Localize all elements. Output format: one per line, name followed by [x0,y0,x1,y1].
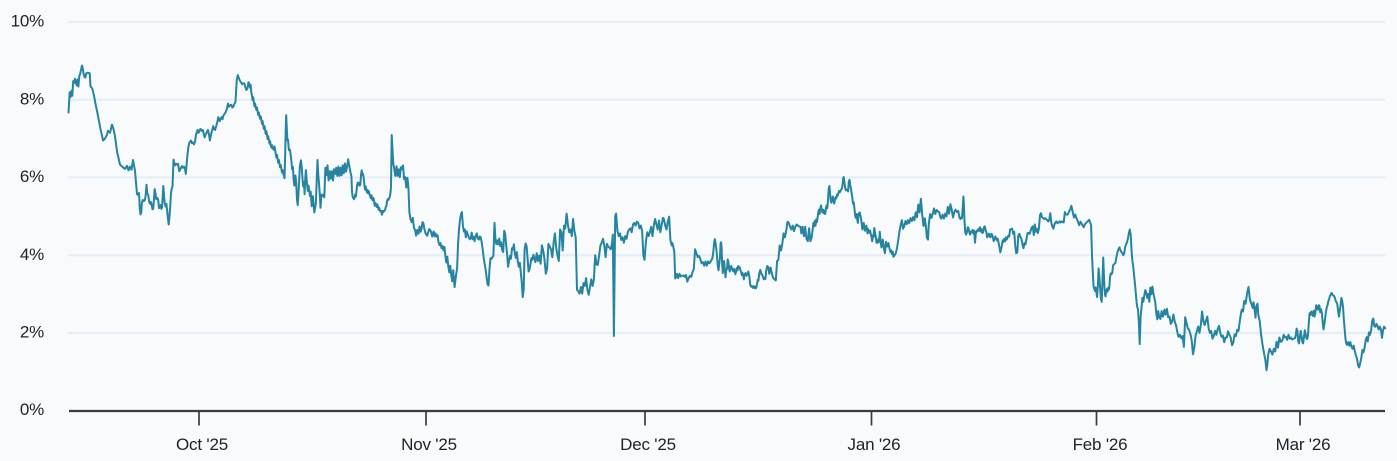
svg-text:Dec '25: Dec '25 [620,435,676,454]
svg-text:Mar '26: Mar '26 [1276,435,1331,454]
svg-text:Feb '26: Feb '26 [1073,435,1128,454]
svg-text:Nov '25: Nov '25 [401,435,457,454]
svg-text:8%: 8% [20,89,44,108]
svg-text:0%: 0% [20,400,44,419]
svg-text:2%: 2% [20,323,44,342]
svg-text:Jan '26: Jan '26 [848,435,901,454]
svg-text:Oct '25: Oct '25 [176,435,228,454]
svg-text:10%: 10% [11,12,45,31]
svg-text:6%: 6% [20,167,44,186]
svg-text:4%: 4% [20,245,44,264]
